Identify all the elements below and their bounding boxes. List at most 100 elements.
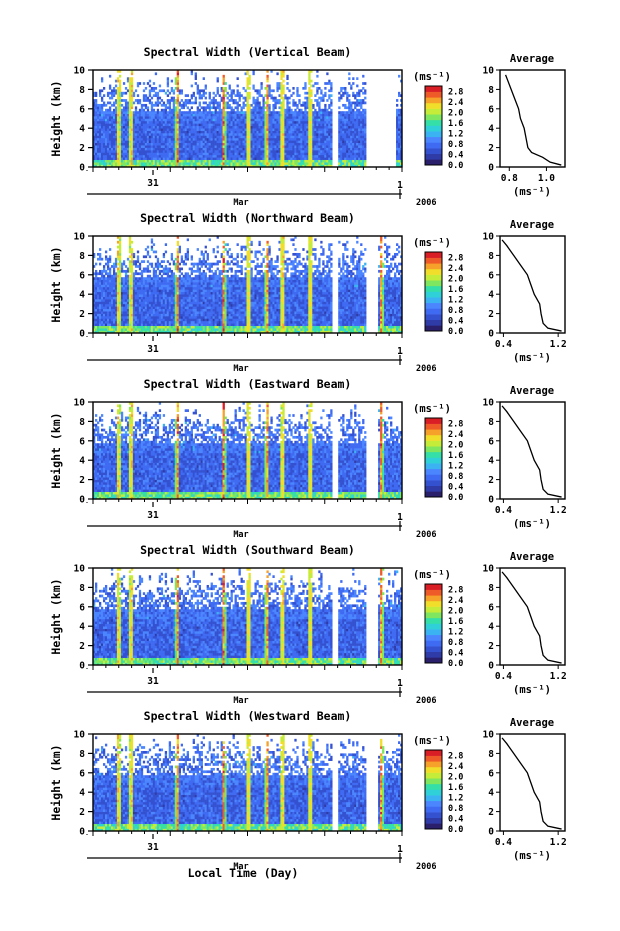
heatmap-cell: [227, 116, 229, 119]
heatmap-cell: [330, 140, 332, 143]
heatmap-cell: [181, 104, 183, 107]
heatmap-cell: [137, 135, 139, 138]
heatmap-cell: [348, 133, 350, 136]
heatmap-cell: [135, 116, 137, 119]
heatmap-cell: [127, 102, 129, 105]
heatmap-cell: [129, 77, 131, 80]
heatmap-cell: [254, 152, 256, 155]
heatmap-cell: [115, 328, 117, 331]
heatmap-cell: [239, 145, 241, 148]
heatmap-cell: [249, 155, 251, 158]
heatmap-cell: [310, 104, 312, 107]
heatmap-cell: [141, 116, 143, 119]
heatmap-cell: [147, 148, 149, 151]
heatmap-cell: [133, 121, 135, 124]
heatmap-cell: [266, 85, 268, 88]
heatmap-cell: [260, 160, 262, 163]
heatmap-cell: [135, 326, 137, 329]
heatmap-cell: [133, 94, 135, 97]
heatmap-cell: [237, 140, 239, 143]
heatmap-cell: [187, 152, 189, 155]
heatmap-cell: [227, 160, 229, 163]
heatmap-cell: [276, 82, 278, 85]
heatmap-cell: [161, 138, 163, 141]
heatmap-cell: [141, 111, 143, 114]
heatmap-cell: [268, 109, 270, 112]
heatmap-cell: [286, 104, 288, 107]
heatmap-cell: [127, 277, 129, 280]
heatmap-cell: [135, 289, 137, 292]
heatmap-cell: [115, 152, 117, 155]
heatmap-cell: [145, 116, 147, 119]
heatmap-cell: [203, 145, 205, 148]
heatmap-cell: [310, 148, 312, 151]
heatmap-cell: [155, 92, 157, 95]
heatmap-cell: [177, 123, 179, 126]
heatmap-cell: [304, 114, 306, 117]
heatmap-cell: [302, 121, 304, 124]
heatmap-cell: [131, 287, 133, 290]
heatmap-cell: [103, 309, 105, 312]
heatmap-cell: [233, 111, 235, 114]
heatmap-cell: [225, 119, 227, 122]
heatmap-cell: [326, 126, 328, 129]
heatmap-cell: [213, 119, 215, 122]
heatmap-cell: [294, 121, 296, 124]
heatmap-cell: [217, 135, 219, 138]
heatmap-cell: [109, 97, 111, 100]
heatmap-cell: [109, 123, 111, 126]
heatmap-cell: [131, 301, 133, 304]
heatmap-cell: [117, 309, 119, 312]
heatmap-cell: [231, 94, 233, 97]
heatmap-cell: [324, 133, 326, 136]
heatmap-cell: [356, 140, 358, 143]
heatmap-cell: [95, 287, 97, 290]
heatmap-cell: [139, 299, 141, 302]
heatmap-cell: [149, 321, 151, 324]
colorbar-swatch: [425, 114, 442, 120]
heatmap-cell: [270, 138, 272, 141]
heatmap-cell: [233, 162, 235, 165]
heatmap-cell: [107, 280, 109, 283]
heatmap-cell: [193, 126, 195, 129]
heatmap-cell: [177, 99, 179, 102]
heatmap-cell: [205, 155, 207, 158]
heatmap-cell: [245, 145, 247, 148]
heatmap-cell: [131, 89, 133, 92]
heatmap-cell: [135, 294, 137, 297]
heatmap-cell: [121, 314, 123, 317]
heatmap-cell: [109, 316, 111, 319]
heatmap-cell: [197, 85, 199, 88]
heatmap-cell: [135, 160, 137, 163]
heatmap-cell: [294, 131, 296, 134]
heatmap-cell: [233, 131, 235, 134]
heatmap-cell: [350, 109, 352, 112]
heatmap-cell: [362, 109, 364, 112]
heatmap-cell: [324, 121, 326, 124]
heatmap-cell: [195, 126, 197, 129]
heatmap-cell: [219, 126, 221, 129]
heatmap-cell: [193, 94, 195, 97]
heatmap-cell: [115, 160, 117, 163]
heatmap-cell: [99, 116, 101, 119]
heatmap-cell: [398, 160, 400, 163]
heatmap-cell: [119, 241, 121, 244]
heatmap-cell: [141, 148, 143, 151]
heatmap-cell: [143, 121, 145, 124]
heatmap-cell: [109, 282, 111, 285]
heatmap-cell: [157, 102, 159, 105]
heatmap-cell: [314, 148, 316, 151]
heatmap-cell: [131, 253, 133, 256]
heatmap-cell: [135, 128, 137, 131]
heatmap-cell: [113, 102, 115, 105]
heatmap-cell: [350, 157, 352, 160]
heatmap-cell: [318, 128, 320, 131]
heatmap-cell: [328, 119, 330, 122]
heatmap-cell: [348, 145, 350, 148]
heatmap-cell: [189, 160, 191, 163]
heatmap-cell: [308, 72, 310, 75]
heatmap-cell: [364, 148, 366, 151]
heatmap-cell: [318, 162, 320, 165]
heatmap-cell: [97, 299, 99, 302]
heatmap-cell: [141, 287, 143, 290]
